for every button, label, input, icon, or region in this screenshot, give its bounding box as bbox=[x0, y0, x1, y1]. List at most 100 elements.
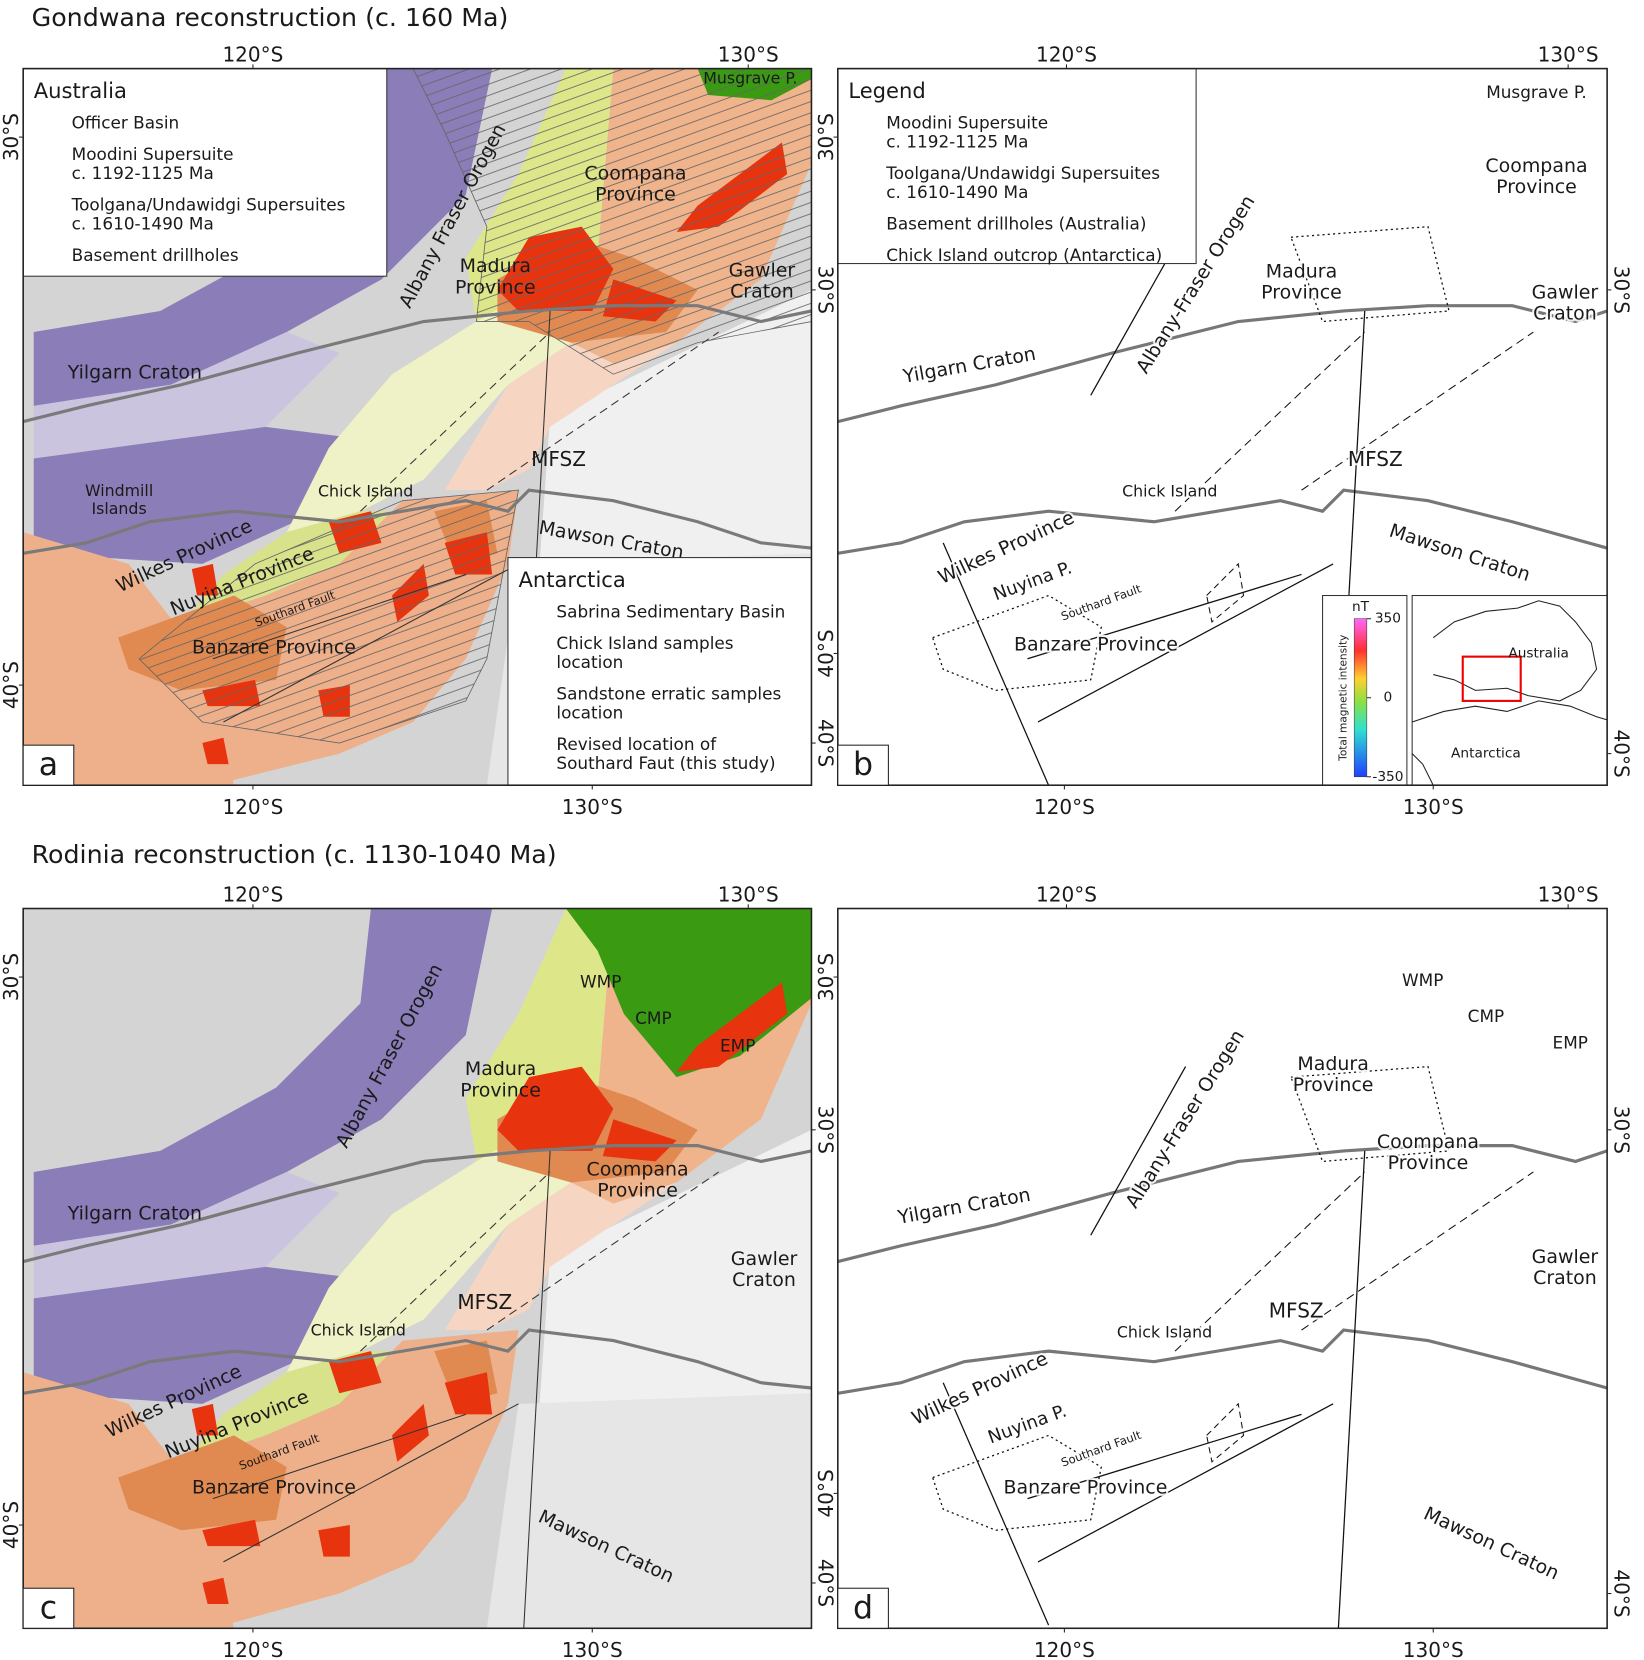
intrusion-area bbox=[497, 1066, 614, 1151]
axis-label: 120°S bbox=[222, 42, 283, 66]
place-label: Province bbox=[597, 1179, 678, 1201]
fault-line bbox=[223, 563, 519, 723]
fault-line bbox=[1027, 1413, 1302, 1500]
place-label: Gawler bbox=[731, 1248, 798, 1270]
place-label: Province bbox=[1261, 282, 1342, 304]
fault-line bbox=[1090, 1066, 1187, 1236]
place-label: Nuyina P. bbox=[990, 557, 1074, 605]
fault-line bbox=[942, 1382, 1050, 1626]
place-label: Musgrave P. bbox=[1486, 82, 1587, 102]
map-frame bbox=[837, 907, 1608, 1630]
inset-frame bbox=[1461, 655, 1522, 702]
place-label: Madura bbox=[465, 1058, 536, 1080]
legend-label: Sandstone erratic samples bbox=[556, 684, 781, 704]
legend-label: Toolgana/Undawidgi Supersuites bbox=[71, 195, 346, 215]
legend-label: Basement drillholes (Australia) bbox=[886, 214, 1146, 234]
place-label: Craton bbox=[1533, 303, 1597, 325]
place-label: Craton bbox=[730, 281, 794, 303]
intrusion-area bbox=[444, 1372, 493, 1415]
place-label: Banzare Province bbox=[1014, 634, 1178, 656]
place-label: MFSZ bbox=[1269, 1299, 1324, 1323]
province-area bbox=[33, 426, 350, 564]
colorbar-title: Total magnetic intensity bbox=[1338, 635, 1350, 762]
coastline bbox=[837, 1328, 1608, 1395]
inset-label: Australia bbox=[1508, 645, 1569, 661]
intrusion-area bbox=[191, 563, 219, 596]
place-label: Madura bbox=[1266, 260, 1337, 282]
axis-label: 120°S bbox=[1036, 42, 1097, 66]
inset-map: Australia Antarctica bbox=[1411, 594, 1608, 786]
panel-letter-box bbox=[837, 744, 889, 786]
contour bbox=[1206, 562, 1245, 623]
place-label: MFSZ bbox=[457, 1290, 512, 1314]
axis-label: 130°S bbox=[562, 1638, 623, 1660]
fault-line bbox=[942, 542, 1050, 786]
contour bbox=[1206, 1402, 1245, 1463]
legend-label: c. 1610-1490 Ma bbox=[72, 214, 214, 234]
place-label: Banzare Province bbox=[1004, 1477, 1168, 1499]
legend-box bbox=[22, 68, 388, 277]
legend-box bbox=[507, 557, 812, 786]
coastline bbox=[23, 1144, 812, 1264]
panel-letter-box bbox=[22, 1587, 75, 1629]
axis-label: 40°S bbox=[814, 1559, 838, 1607]
axis-label: 120°S bbox=[222, 795, 283, 819]
fault-line bbox=[486, 1171, 720, 1331]
axis-label: 120°S bbox=[222, 1638, 283, 1660]
place-label: Madura bbox=[1297, 1053, 1368, 1075]
fault-line bbox=[1174, 331, 1366, 512]
axis-label: 130°S bbox=[1403, 1638, 1464, 1660]
orogen-area bbox=[33, 908, 493, 1246]
axis-label: 40°S bbox=[814, 629, 838, 677]
place-label: Coompana bbox=[1377, 1131, 1479, 1153]
fault-line bbox=[360, 1171, 551, 1352]
place-label: MFSZ bbox=[1348, 447, 1403, 471]
place-label: Craton bbox=[732, 1269, 796, 1291]
fault-line bbox=[1301, 331, 1534, 491]
axis-label: 130°S bbox=[1538, 882, 1599, 906]
map-frame bbox=[837, 67, 1608, 787]
place-label: MFSZ bbox=[531, 447, 586, 471]
place-label: CMP bbox=[635, 1008, 671, 1028]
intrusion-area bbox=[602, 1119, 677, 1162]
axis-label: 120°S bbox=[1034, 1638, 1095, 1660]
legend-label: Basement drillholes bbox=[72, 245, 239, 265]
place-label: Yilgarn Craton bbox=[895, 1184, 1032, 1229]
place-label: Gawler bbox=[1532, 1246, 1599, 1268]
place-label: Albany-Fraser Orogen bbox=[1121, 1026, 1249, 1212]
axis-label: 30°S bbox=[814, 953, 838, 1001]
place-label: Province bbox=[460, 1079, 541, 1101]
craton-area bbox=[539, 1129, 812, 1404]
axis-label: 130°S bbox=[718, 882, 779, 906]
colorbar-tick-label: 350 bbox=[1375, 611, 1401, 627]
fault-line bbox=[360, 331, 551, 512]
panel-letter-box bbox=[837, 1587, 889, 1629]
fault-line bbox=[523, 1150, 551, 1629]
province-area bbox=[33, 1266, 350, 1404]
axis-label: 130°S bbox=[1403, 795, 1464, 819]
colorbar-unit: nT bbox=[1352, 599, 1370, 615]
place-label: Banzare Province bbox=[192, 1477, 356, 1499]
legend-label: location bbox=[556, 703, 623, 723]
map-frame bbox=[22, 907, 813, 1630]
place-label: Province bbox=[595, 184, 676, 206]
inset-label: Antarctica bbox=[1451, 746, 1521, 762]
axis-label: 30°S bbox=[0, 113, 23, 161]
panel-letter-box bbox=[22, 744, 75, 786]
place-label: Chick Island bbox=[1117, 1323, 1212, 1342]
intrusion-area bbox=[676, 982, 788, 1072]
legend-label: Chick Island samples bbox=[556, 633, 733, 653]
no-data-area bbox=[837, 1224, 1608, 1404]
province-area bbox=[118, 1435, 287, 1531]
axis-label: 30°S bbox=[1609, 266, 1633, 314]
legend-label: Officer Basin bbox=[72, 112, 180, 132]
intrusion-area bbox=[202, 1519, 261, 1547]
place-label: Chick Island bbox=[318, 482, 413, 501]
intrusion-area bbox=[318, 1525, 350, 1557]
inset-coast bbox=[1432, 600, 1598, 702]
fault-line bbox=[1027, 573, 1302, 660]
fault-line bbox=[212, 1413, 466, 1500]
place-label: Musgrave P. bbox=[703, 69, 797, 88]
